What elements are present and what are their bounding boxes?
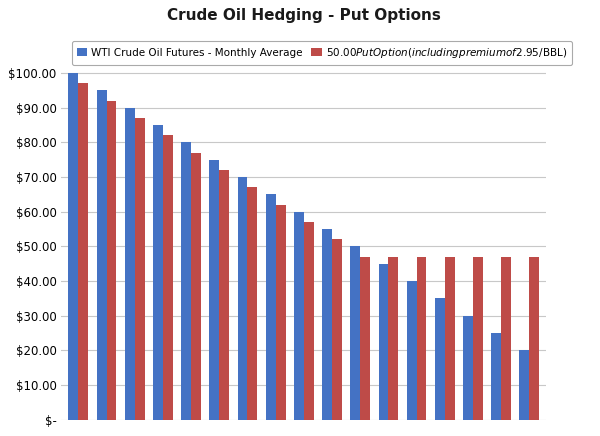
Bar bbox=[163, 135, 173, 420]
Bar bbox=[529, 256, 539, 420]
Bar bbox=[209, 160, 219, 420]
Title: Crude Oil Hedging - Put Options: Crude Oil Hedging - Put Options bbox=[167, 8, 441, 24]
Bar bbox=[379, 264, 388, 420]
Bar bbox=[491, 333, 501, 420]
Bar bbox=[294, 212, 304, 420]
Bar bbox=[416, 256, 427, 420]
Bar bbox=[219, 170, 229, 420]
Bar bbox=[332, 239, 342, 420]
Bar bbox=[135, 118, 145, 420]
Bar bbox=[388, 256, 398, 420]
Bar bbox=[435, 298, 445, 420]
Bar bbox=[181, 143, 191, 420]
Bar bbox=[350, 246, 360, 420]
Bar bbox=[360, 256, 370, 420]
Bar bbox=[79, 83, 88, 420]
Bar bbox=[407, 281, 416, 420]
Bar bbox=[68, 73, 79, 420]
Bar bbox=[501, 256, 511, 420]
Bar bbox=[473, 256, 483, 420]
Legend: WTI Crude Oil Futures - Monthly Average, $50.00 Put Option (including premium of: WTI Crude Oil Futures - Monthly Average,… bbox=[71, 41, 572, 65]
Bar bbox=[191, 153, 201, 420]
Bar bbox=[520, 351, 529, 420]
Bar bbox=[266, 194, 275, 420]
Bar bbox=[322, 229, 332, 420]
Bar bbox=[275, 204, 286, 420]
Bar bbox=[125, 108, 135, 420]
Bar bbox=[247, 187, 257, 420]
Bar bbox=[238, 177, 247, 420]
Bar bbox=[107, 101, 116, 420]
Bar bbox=[97, 90, 107, 420]
Bar bbox=[445, 256, 455, 420]
Bar bbox=[153, 125, 163, 420]
Bar bbox=[463, 316, 473, 420]
Bar bbox=[304, 222, 314, 420]
